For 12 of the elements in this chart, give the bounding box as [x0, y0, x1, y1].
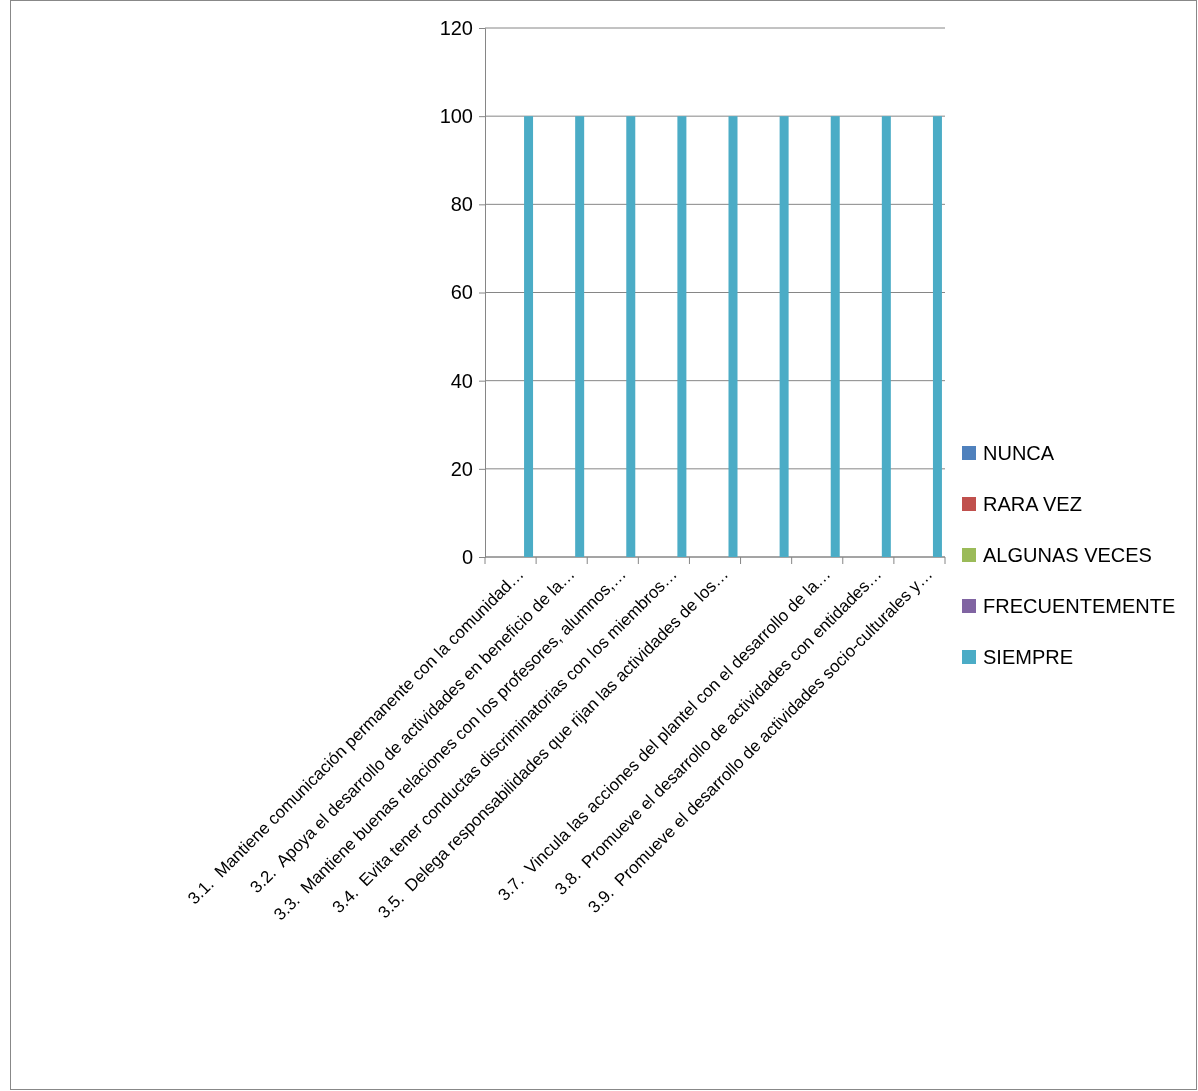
legend-label: FRECUENTEMENTE — [983, 595, 1176, 617]
y-tick-label: 100 — [439, 105, 473, 128]
y-tick-label: 40 — [450, 369, 473, 392]
y-tick-label: 120 — [439, 16, 473, 39]
legend-label: RARA VEZ — [983, 493, 1082, 515]
legend-label: NUNCA — [983, 442, 1055, 464]
y-tick-label: 20 — [450, 457, 473, 480]
y-tick-label: 80 — [450, 193, 473, 216]
y-tick-label: 0 — [461, 545, 473, 568]
y-tick-label: 60 — [450, 281, 473, 304]
legend-label: SIEMPRE — [983, 646, 1074, 668]
legend-label: ALGUNAS VECES — [983, 544, 1152, 566]
